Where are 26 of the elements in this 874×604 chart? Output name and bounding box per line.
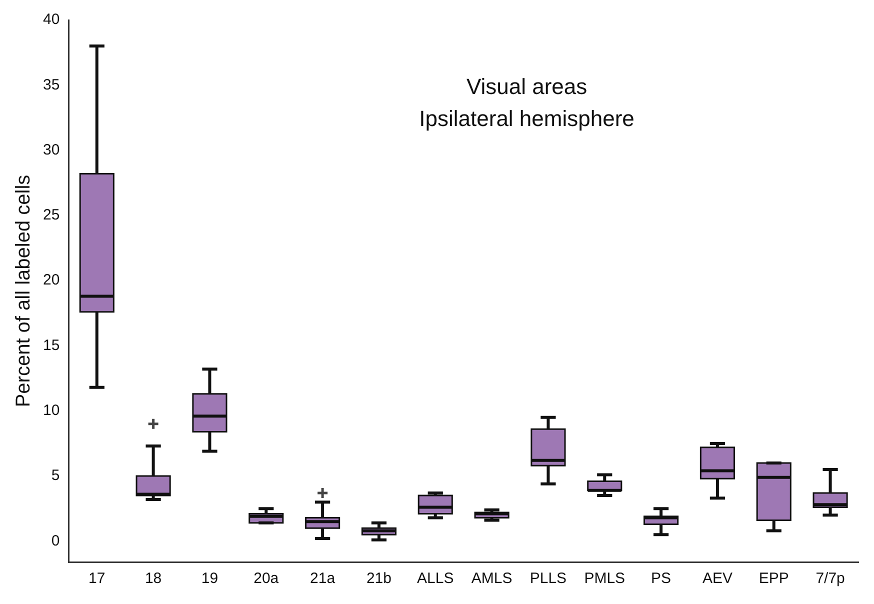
y-tick-label: 5 xyxy=(51,467,60,484)
x-tick-label: 20a xyxy=(254,570,280,588)
y-tick-label: 20 xyxy=(42,272,60,289)
x-tick-label: EPP xyxy=(758,570,789,588)
x-tick-label: PMLS xyxy=(584,570,626,588)
y-tick-label: 30 xyxy=(42,141,60,158)
y-tick-label: 35 xyxy=(42,76,60,94)
text: Visual areas xyxy=(466,74,588,100)
y-tick-label: 0 xyxy=(51,532,60,550)
y-tick-label: 10 xyxy=(42,402,60,420)
text: Ipsilateral hemisphere xyxy=(419,106,634,132)
x-tick-label: ALLS xyxy=(417,570,454,588)
x-tick-label: 7/7p xyxy=(816,570,845,588)
x-tick-label: 21a xyxy=(310,570,336,588)
x-tick-label: AEV xyxy=(702,570,732,588)
y-tick-label: 25 xyxy=(42,206,60,224)
x-tick-label: 21b xyxy=(366,570,392,588)
x-tick-label: AMLS xyxy=(471,570,512,588)
x-tick-label: 19 xyxy=(201,570,218,588)
y-tick-label: 15 xyxy=(42,336,60,354)
y-tick-label: 40 xyxy=(42,11,60,28)
x-tick-label: 17 xyxy=(88,570,106,588)
x-tick-label: PLLS xyxy=(530,570,567,588)
y-axis-title: Percent of all labeled cells xyxy=(12,174,35,408)
x-tick-label: 18 xyxy=(144,570,162,588)
x-tick-label: PS xyxy=(651,570,672,588)
